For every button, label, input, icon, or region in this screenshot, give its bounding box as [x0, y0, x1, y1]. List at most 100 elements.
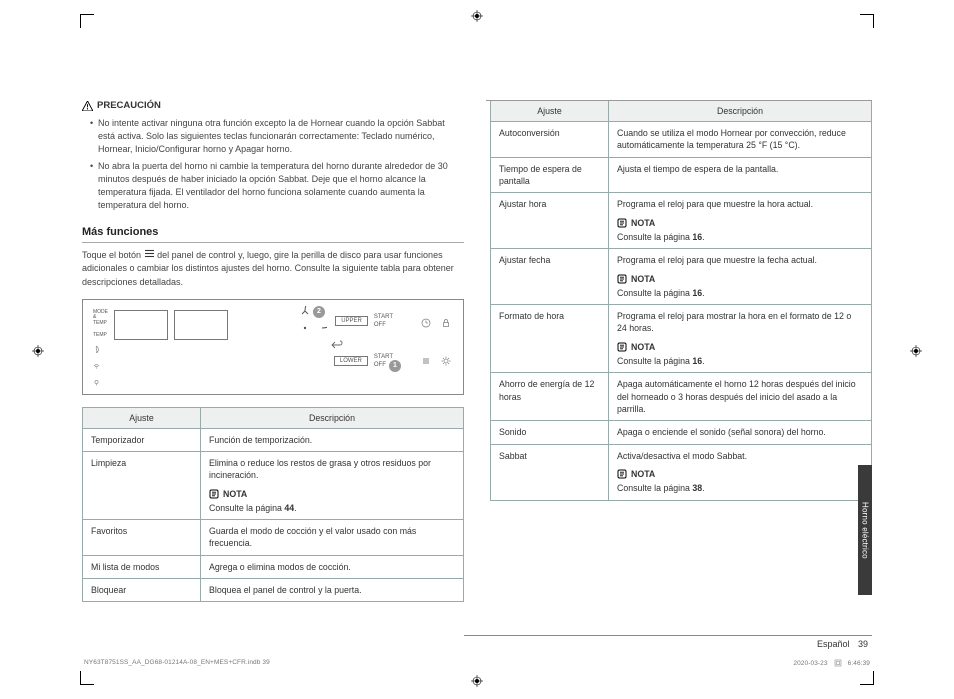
registration-mark — [910, 345, 922, 357]
crop-mark — [80, 14, 94, 28]
setting-name: Formato de hora — [491, 305, 609, 373]
print-file: NY63T8751SS_AA_DG68-01214A-08_EN+MES+CFR… — [84, 659, 270, 667]
off-label: OFF — [374, 322, 386, 328]
col-descripcion: Descripción — [201, 407, 464, 428]
setting-desc: Activa/desactiva el modo Sabbat.NOTACons… — [609, 444, 872, 500]
caution-list: No intente activar ninguna otra función … — [82, 117, 464, 212]
setting-desc: Guarda el modo de cocción y el valor usa… — [201, 520, 464, 556]
control-panel-diagram: MODE & TEMP TEMP 2 — [82, 299, 464, 395]
upper-label: UPPER — [335, 316, 368, 326]
section-rule — [82, 242, 464, 243]
callout-2: 2 — [313, 306, 325, 318]
setting-name: Sabbat — [491, 444, 609, 500]
intro-text: Toque el botón del panel de control y, l… — [82, 249, 464, 288]
content-area: PRECAUCIÓN No intente activar ninguna ot… — [82, 100, 872, 659]
col-ajuste: Ajuste — [491, 101, 609, 122]
nota-label: NOTA — [617, 341, 863, 353]
display-box — [114, 310, 168, 340]
setting-name: Tiempo de espera de pantalla — [491, 157, 609, 193]
side-tab: Horno eléctrico — [858, 465, 872, 595]
upper-icons — [421, 318, 451, 328]
footer-lang: Español — [817, 639, 850, 649]
setting-desc: Bloquea el panel de control y la puerta. — [201, 579, 464, 602]
setting-desc: Función de temporización. — [201, 428, 464, 451]
print-footer: NY63T8751SS_AA_DG68-01214A-08_EN+MES+CFR… — [84, 659, 870, 667]
footer-page: 39 — [858, 639, 868, 649]
setting-name: Sonido — [491, 421, 609, 444]
page-ref: Consulte la página 16. — [617, 355, 863, 367]
print-date: 2020-03-23 — [793, 660, 827, 667]
menu-icon — [144, 249, 155, 262]
crop-mark — [860, 671, 874, 685]
caution-heading: PRECAUCIÓN — [82, 100, 464, 111]
setting-desc: Programa el reloj para mostrar la hora e… — [609, 305, 872, 373]
clock-icon — [421, 318, 431, 328]
setting-name: Ajustar hora — [491, 193, 609, 249]
back-icon — [331, 340, 343, 352]
top-rule — [486, 100, 872, 101]
caution-title: PRECAUCIÓN — [97, 100, 161, 111]
panel-row-labels: MODE & TEMP TEMP — [93, 310, 108, 389]
setting-desc: Elimina o reduce los restos de grasa y o… — [201, 451, 464, 519]
lock-icon — [441, 318, 451, 328]
page-ref: Consulte la página 16. — [617, 287, 863, 299]
left-column: PRECAUCIÓN No intente activar ninguna ot… — [82, 100, 464, 660]
warning-icon — [82, 101, 93, 111]
setting-desc: Cuando se utiliza el modo Hornear por co… — [609, 122, 872, 158]
lower-label: LOWER — [334, 356, 368, 366]
col-ajuste: Ajuste — [83, 407, 201, 428]
nota-label: NOTA — [209, 488, 455, 500]
upper-zone: UPPER START OFF — [335, 314, 393, 328]
intro-pre: Toque el botón — [82, 250, 144, 260]
registration-mark — [471, 675, 483, 687]
print-time: 6:46:39 — [848, 660, 870, 667]
print-icon — [834, 659, 842, 667]
start-label: START — [374, 354, 393, 360]
page-ref: Consulte la página 16. — [617, 231, 863, 243]
setting-desc: Programa el reloj para que muestre la fe… — [609, 249, 872, 305]
setting-name: Autoconversión — [491, 122, 609, 158]
caution-item: No intente activar ninguna otra función … — [90, 117, 464, 156]
setting-name: Temporizador — [83, 428, 201, 451]
registration-mark — [471, 10, 483, 22]
registration-mark — [32, 345, 44, 357]
start-label: START — [374, 314, 393, 320]
section-heading: Más funciones — [82, 226, 464, 238]
light-icon — [93, 379, 108, 389]
setting-desc: Agrega o elimina modos de cocción. — [201, 555, 464, 578]
flame-icon — [93, 346, 108, 356]
nota-label: NOTA — [617, 273, 863, 285]
settings-table-left: Ajuste Descripción TemporizadorFunción d… — [82, 407, 464, 603]
wifi-icon — [93, 362, 108, 372]
right-column: Ajuste Descripción AutoconversiónCuando … — [490, 100, 872, 660]
setting-desc: Ajusta el tiempo de espera de la pantall… — [609, 157, 872, 193]
footer-rule — [464, 635, 872, 636]
setting-desc: Apaga o enciende el sonido (señal sonora… — [609, 421, 872, 444]
setting-desc: Apaga automáticamente el horno 12 horas … — [609, 373, 872, 421]
crop-mark — [80, 671, 94, 685]
settings-table-right: Ajuste Descripción AutoconversiónCuando … — [490, 100, 872, 501]
callout-1: 1 — [389, 360, 401, 372]
menu-icon — [421, 356, 431, 366]
setting-name: Ajustar fecha — [491, 249, 609, 305]
nota-label: NOTA — [617, 468, 863, 480]
setting-name: Favoritos — [83, 520, 201, 556]
caution-item: No abra la puerta del horno ni cambie la… — [90, 160, 464, 212]
display-box — [174, 310, 228, 340]
setting-name: Mi lista de modos — [83, 555, 201, 578]
setting-desc: Programa el reloj para que muestre la ho… — [609, 193, 872, 249]
lower-icons — [421, 356, 451, 366]
lower-zone: LOWER START OFF — [334, 354, 393, 368]
off-label: OFF — [374, 362, 386, 368]
page: PRECAUCIÓN No intente activar ninguna ot… — [0, 0, 954, 699]
setting-name: Ahorro de energía de 12 horas — [491, 373, 609, 421]
footer: Español 39 — [817, 639, 868, 649]
nota-label: NOTA — [617, 217, 863, 229]
setting-name: Limpieza — [83, 451, 201, 519]
crop-mark — [860, 14, 874, 28]
page-ref: Consulte la página 38. — [617, 482, 863, 494]
light-icon — [441, 356, 451, 366]
col-descripcion: Descripción — [609, 101, 872, 122]
setting-name: Bloquear — [83, 579, 201, 602]
page-ref: Consulte la página 44. — [209, 502, 455, 514]
